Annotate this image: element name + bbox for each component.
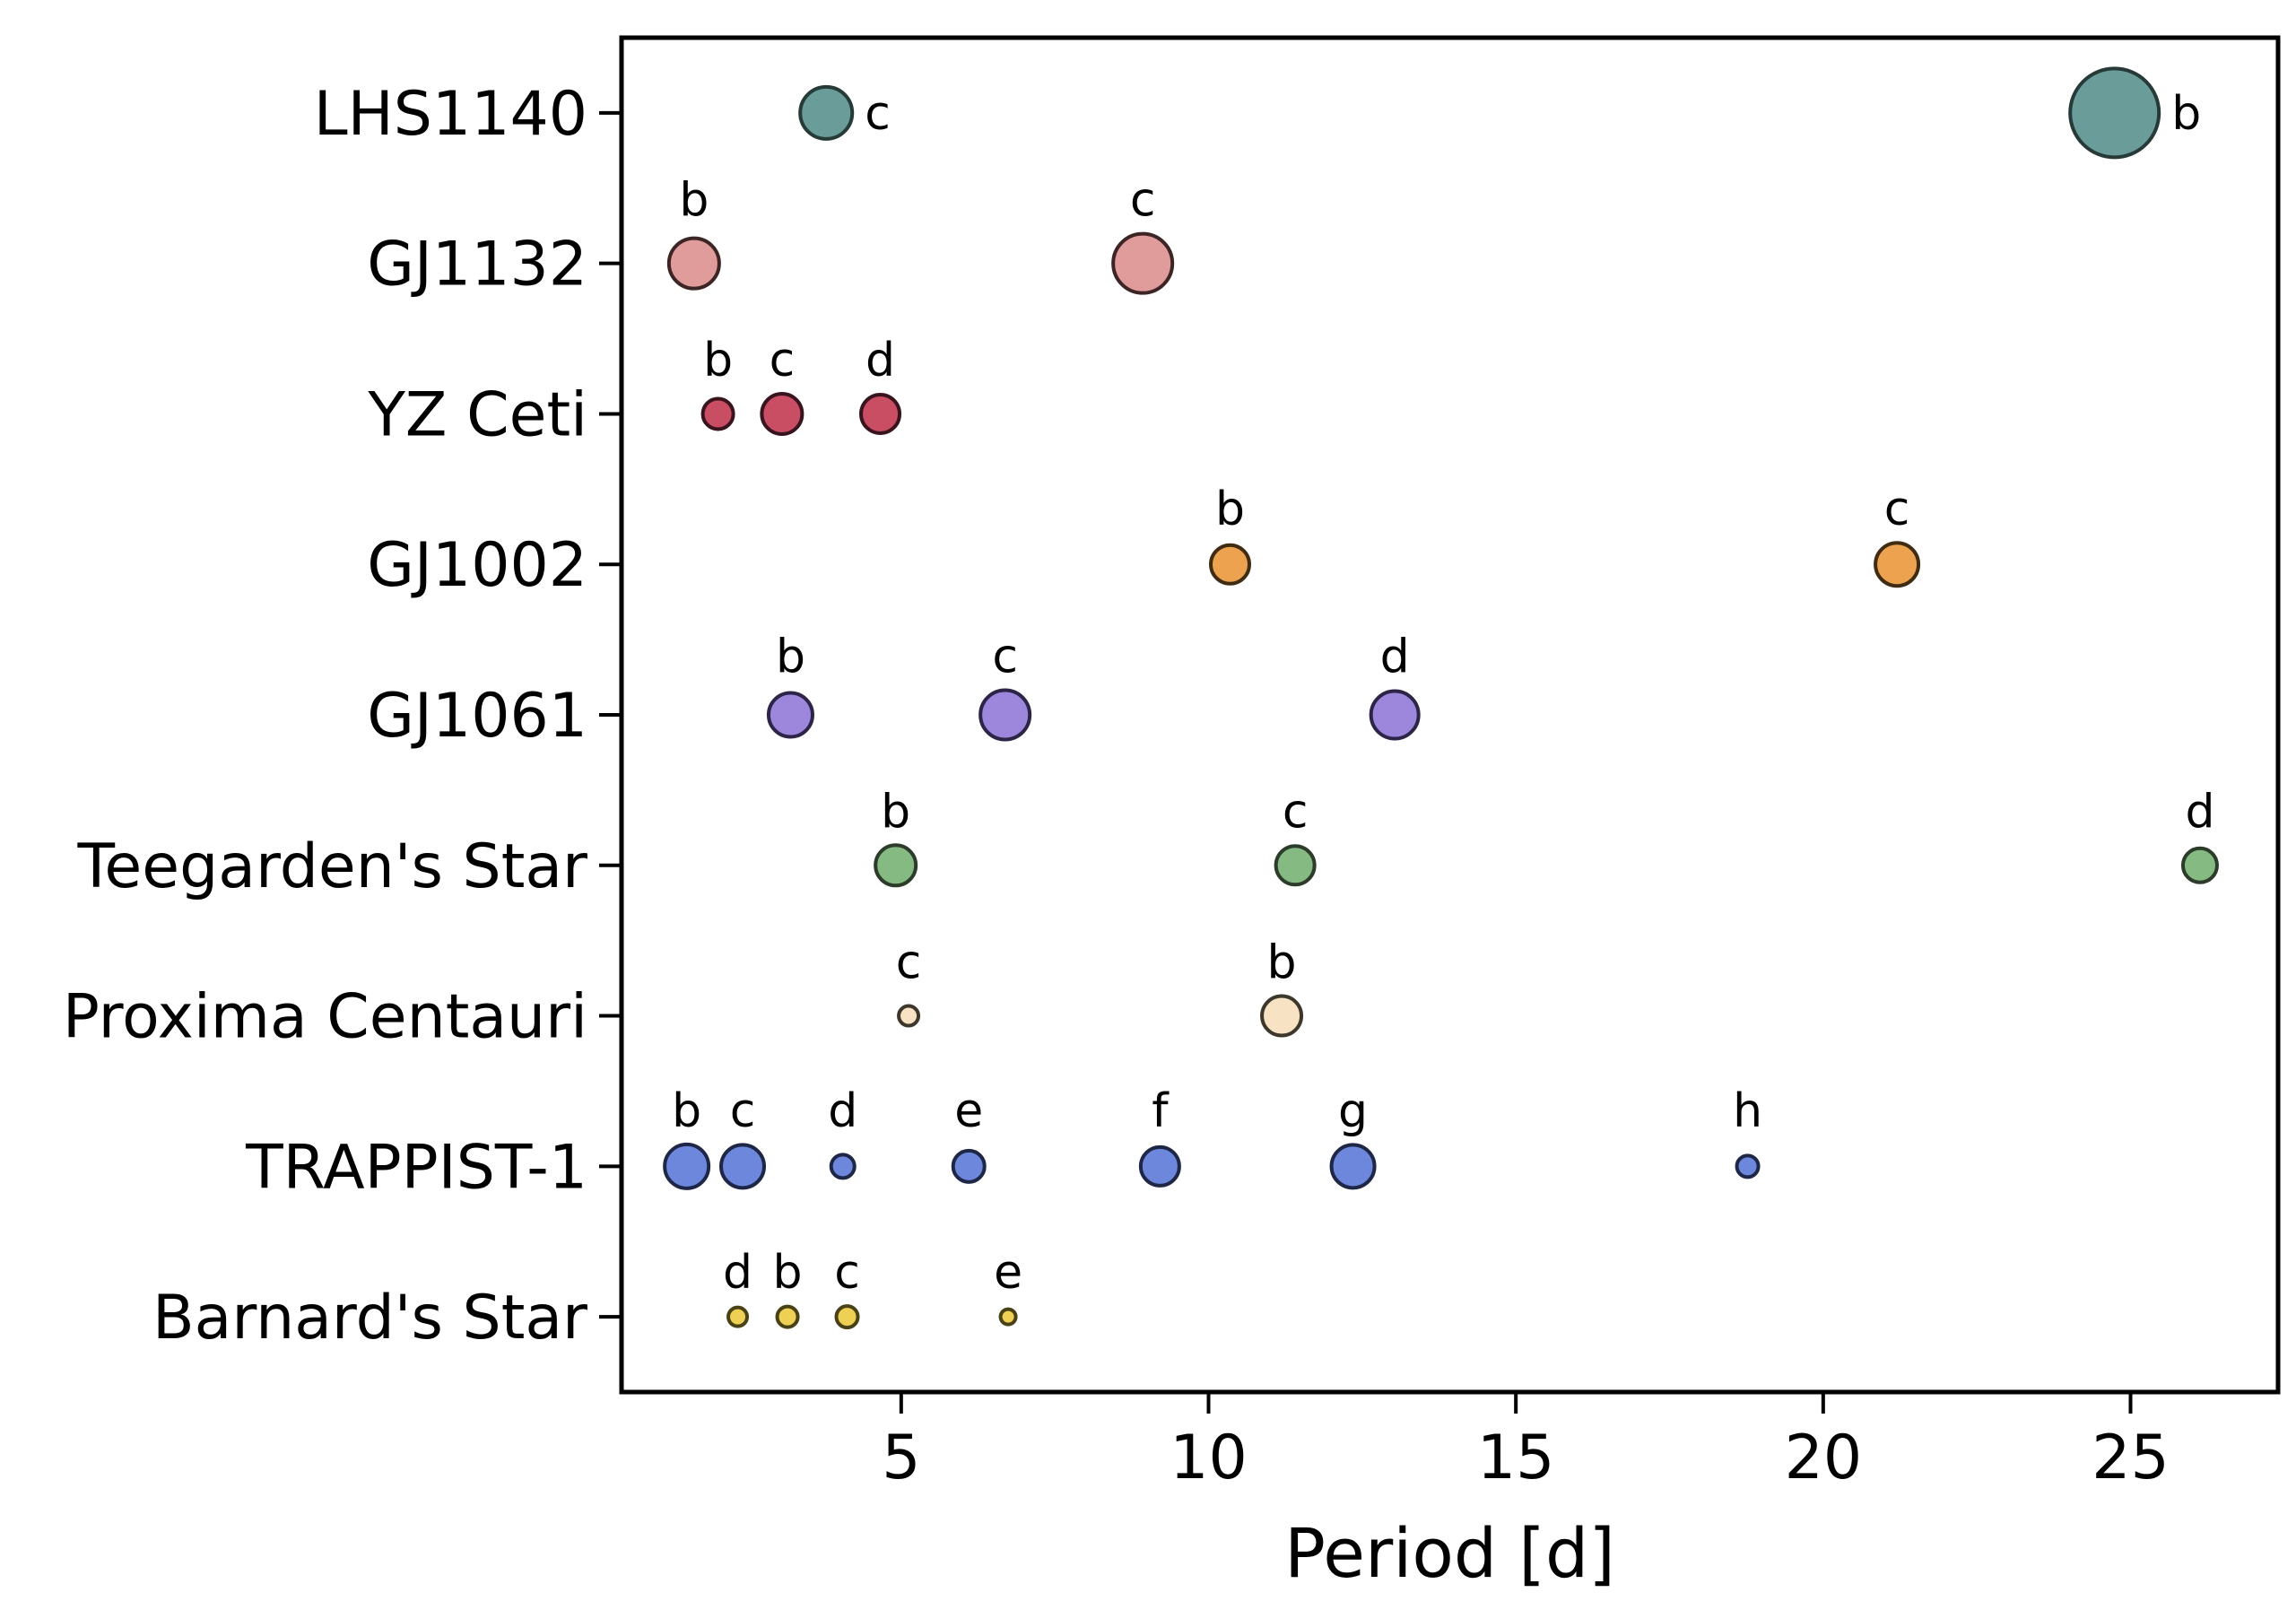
marker-lhs1140-b <box>2068 66 2161 160</box>
marker-trappist-1-e <box>951 1148 987 1184</box>
marker-trappist-1-f <box>1138 1144 1181 1188</box>
planet-letter-barnard-s-star-e: e <box>994 1246 1022 1300</box>
marker-barnard-s-star-b <box>775 1304 800 1329</box>
marker-teegarden-s-star-c <box>1274 844 1317 887</box>
planet-letter-trappist-1-h: h <box>1733 1084 1762 1138</box>
planet-letter-gj1132-c: c <box>1130 174 1156 228</box>
planet-letter-yz-ceti-b: b <box>703 334 733 387</box>
y-axis-label-teegarden-s-star: Teegarden's Star <box>76 831 587 902</box>
planet-letter-yz-ceti-d: d <box>865 334 895 387</box>
y-axis-label-lhs1140: LHS1140 <box>314 79 587 150</box>
marker-proxima-centauri-b <box>1260 994 1304 1038</box>
planet-letter-teegarden-s-star-b: b <box>881 785 910 839</box>
planet-letter-yz-ceti-c: c <box>770 334 796 387</box>
planet-letter-trappist-1-f: f <box>1152 1084 1170 1138</box>
marker-yz-ceti-d <box>859 392 902 435</box>
planet-letter-gj1132-b: b <box>679 174 709 228</box>
planet-letter-barnard-s-star-b: b <box>773 1246 803 1300</box>
marker-gj1132-c <box>1111 231 1175 295</box>
plot-frame <box>619 35 2281 1395</box>
marker-gj1002-c <box>1874 541 1921 588</box>
x-axis-title: Period [d] <box>1284 1513 1615 1593</box>
planet-letter-gj1061-c: c <box>992 631 1018 684</box>
marker-trappist-1-h <box>1735 1153 1761 1179</box>
planet-letter-trappist-1-e: e <box>954 1084 983 1138</box>
y-axis-label-proxima-centauri: Proxima Centauri <box>63 982 587 1053</box>
planet-letter-trappist-1-g: g <box>1338 1084 1368 1138</box>
marker-barnard-s-star-c <box>834 1304 860 1330</box>
y-axis-label-yz-ceti: YZ Ceti <box>367 379 587 450</box>
planet-letter-gj1061-b: b <box>776 631 805 684</box>
marker-gj1061-c <box>978 688 1032 742</box>
planet-letter-barnard-s-star-d: d <box>723 1246 752 1300</box>
planet-letter-trappist-1-d: d <box>828 1084 857 1138</box>
planet-letter-lhs1140-b: b <box>2171 87 2201 141</box>
marker-gj1061-b <box>766 691 814 739</box>
planet-letter-barnard-s-star-c: c <box>834 1246 860 1300</box>
y-axis-label-gj1132: GJ1132 <box>367 230 587 300</box>
marker-gj1002-b <box>1208 543 1251 586</box>
marker-yz-ceti-c <box>760 391 804 436</box>
planet-letter-gj1061-d: d <box>1380 631 1410 684</box>
planet-letter-lhs1140-c: c <box>865 87 891 141</box>
marker-trappist-1-c <box>719 1143 767 1190</box>
y-axis-label-gj1061: GJ1061 <box>367 681 587 752</box>
marker-gj1061-d <box>1369 689 1421 741</box>
marker-proxima-centauri-c <box>897 1004 921 1028</box>
x-tick-label-25: 25 <box>2092 1423 2170 1493</box>
x-tick-label-5: 5 <box>882 1423 920 1493</box>
marker-gj1132-b <box>666 236 721 291</box>
marker-barnard-s-star-d <box>726 1305 750 1328</box>
planet-letter-gj1002-c: c <box>1884 483 1910 536</box>
planet-letter-trappist-1-b: b <box>672 1084 701 1138</box>
planet-letter-proxima-centauri-b: b <box>1267 936 1297 990</box>
marker-yz-ceti-b <box>700 396 735 431</box>
y-axis-label-gj1002: GJ1002 <box>367 530 587 601</box>
marker-trappist-1-b <box>663 1142 711 1190</box>
planet-letter-teegarden-s-star-d: d <box>2185 785 2214 839</box>
y-axis-label-barnard-s-star: Barnard's Star <box>152 1283 587 1353</box>
marker-teegarden-s-star-b <box>874 843 918 888</box>
x-tick-label-10: 10 <box>1170 1423 1248 1493</box>
x-tick-label-20: 20 <box>1785 1423 1863 1493</box>
marker-trappist-1-d <box>829 1153 857 1180</box>
planet-letter-proxima-centauri-c: c <box>896 936 922 990</box>
marker-barnard-s-star-e <box>998 1307 1018 1327</box>
x-tick-label-15: 15 <box>1477 1423 1555 1493</box>
marker-teegarden-s-star-d <box>2180 846 2219 884</box>
marker-trappist-1-g <box>1329 1143 1377 1190</box>
planet-letter-gj1002-b: b <box>1215 483 1245 536</box>
planet-letter-teegarden-s-star-c: c <box>1283 785 1309 839</box>
y-axis-label-trappist-1: TRAPPIST-1 <box>245 1132 587 1203</box>
marker-lhs1140-c <box>798 84 855 141</box>
planet-letter-trappist-1-c: c <box>730 1084 756 1138</box>
